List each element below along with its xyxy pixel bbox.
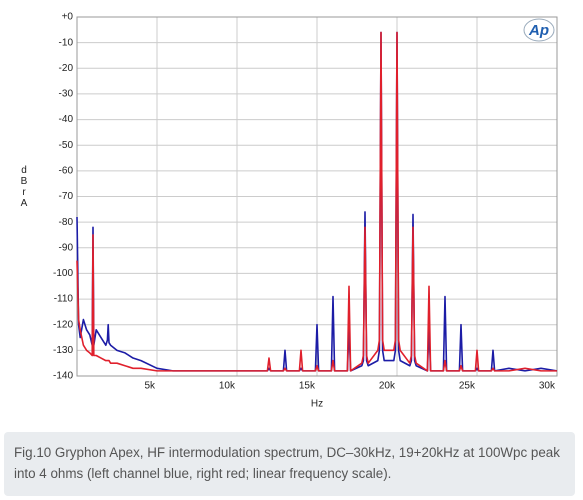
y-tick-label: -100 bbox=[53, 268, 73, 279]
y-tick-label: -60 bbox=[59, 165, 74, 176]
y-tick-label: -70 bbox=[59, 191, 74, 202]
plot-frame bbox=[76, 16, 558, 377]
y-tick-label: -140 bbox=[53, 371, 73, 382]
caption: Fig.10 Gryphon Apex, HF intermodulation … bbox=[4, 432, 575, 496]
y-axis-label: dBr A bbox=[20, 165, 28, 209]
y-tick-label: -130 bbox=[53, 345, 73, 356]
x-tick-label: 30k bbox=[539, 381, 556, 392]
y-tick-label: -40 bbox=[59, 114, 74, 125]
y-tick-label: -120 bbox=[53, 319, 73, 330]
x-tick-label: 15k bbox=[299, 381, 316, 392]
logo-badge bbox=[523, 18, 555, 42]
logo: Ap bbox=[528, 22, 549, 39]
y-tick-label: -110 bbox=[54, 294, 74, 305]
x-axis-label: Hz bbox=[311, 399, 323, 410]
chart: Ap Hz +0 -10 -20 -30 -40 -50 -60 -70 -80 -90 -100 -… bbox=[53, 12, 558, 410]
y-tick-label: -50 bbox=[59, 140, 74, 151]
y-tick-label: -20 bbox=[59, 63, 74, 74]
x-tick-label: 20k bbox=[379, 381, 396, 392]
y-tick-label: -80 bbox=[59, 217, 74, 228]
y-tick-label: -10 bbox=[59, 37, 74, 48]
y-tick-label: -90 bbox=[59, 242, 74, 253]
y-tick-label: -30 bbox=[59, 89, 74, 100]
x-tick-label: 5k bbox=[144, 381, 156, 392]
y-tick-label: +0 bbox=[62, 12, 74, 23]
series-line bbox=[76, 31, 557, 372]
x-tick-label: 10k bbox=[219, 381, 236, 392]
x-tick-label: 25k bbox=[459, 381, 476, 392]
